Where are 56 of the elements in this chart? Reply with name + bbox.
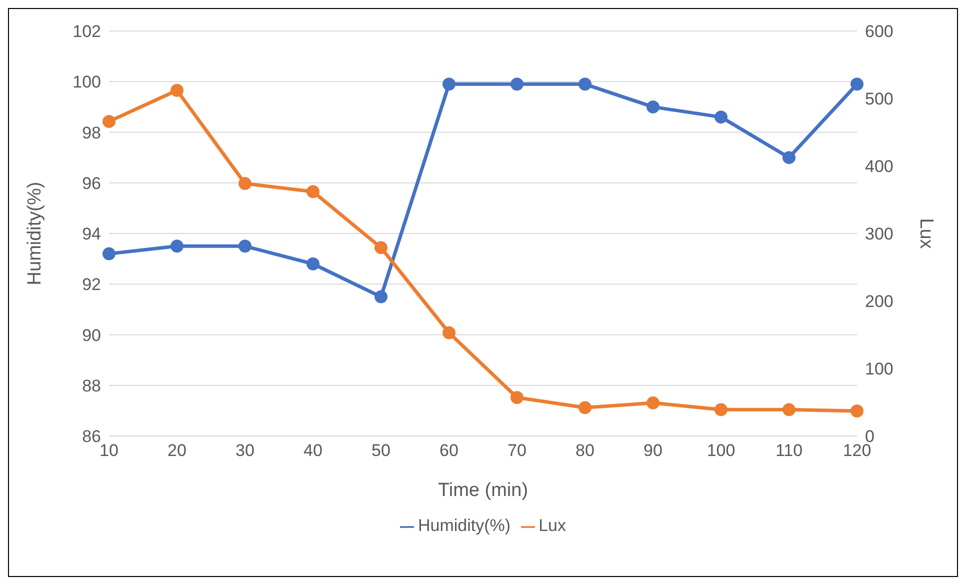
y-tick-label: 86 — [82, 427, 101, 446]
y2-tick-label: 400 — [865, 157, 894, 176]
point — [102, 247, 116, 260]
y2-tick-label: 500 — [865, 90, 894, 109]
y-axis-title: Humidity(%) — [24, 182, 46, 286]
y2-tick-label: 600 — [865, 22, 894, 42]
y-tick-label: 90 — [82, 326, 101, 345]
y-tick-label: 100 — [72, 72, 101, 92]
point — [374, 241, 388, 254]
point — [442, 326, 456, 340]
x-tick-label: 80 — [576, 441, 594, 460]
point — [306, 257, 320, 270]
x-tick-label: 10 — [100, 441, 118, 460]
x-tick-label: 20 — [168, 441, 186, 460]
point — [714, 110, 728, 124]
y2-tick-label: 300 — [865, 224, 894, 244]
point — [714, 403, 728, 416]
y2-tick-label: 100 — [865, 360, 894, 379]
x-tick-label: 100 — [706, 441, 736, 460]
point — [510, 78, 524, 91]
y2-tick-label: 200 — [865, 292, 894, 312]
x-tick-label: 40 — [304, 441, 322, 460]
point — [578, 401, 592, 414]
point — [646, 396, 660, 410]
point — [578, 78, 592, 91]
point — [238, 240, 252, 253]
x-tick-label: 120 — [842, 441, 872, 460]
y-tick-label: 94 — [82, 224, 101, 244]
point — [782, 151, 796, 164]
point — [782, 403, 796, 416]
y-tick-label: 96 — [82, 174, 101, 193]
y2-axis-title: Lux — [915, 218, 936, 250]
point — [850, 404, 864, 418]
point — [442, 78, 456, 91]
y-tick-label: 88 — [82, 376, 101, 396]
point — [306, 185, 320, 198]
point — [374, 290, 388, 304]
x-tick-label: 90 — [644, 441, 662, 460]
x-tick-label: 70 — [508, 441, 526, 460]
x-tick-label: 50 — [372, 441, 390, 460]
point — [646, 100, 660, 114]
x-tick-label: 30 — [236, 441, 254, 460]
legend-label: Humidity(%) — [418, 516, 511, 535]
x-tick-label: 110 — [775, 441, 803, 460]
x-axis-title: Time (min) — [438, 480, 528, 501]
point — [170, 84, 184, 97]
y-tick-label: 92 — [82, 275, 101, 294]
legend-label: Lux — [538, 516, 566, 535]
point — [510, 391, 524, 404]
point — [850, 78, 864, 91]
point — [102, 114, 116, 128]
y-tick-label: 98 — [82, 123, 101, 142]
point — [170, 240, 184, 253]
point — [238, 177, 252, 190]
x-tick-label: 60 — [440, 441, 458, 460]
y-tick-label: 102 — [72, 22, 101, 42]
